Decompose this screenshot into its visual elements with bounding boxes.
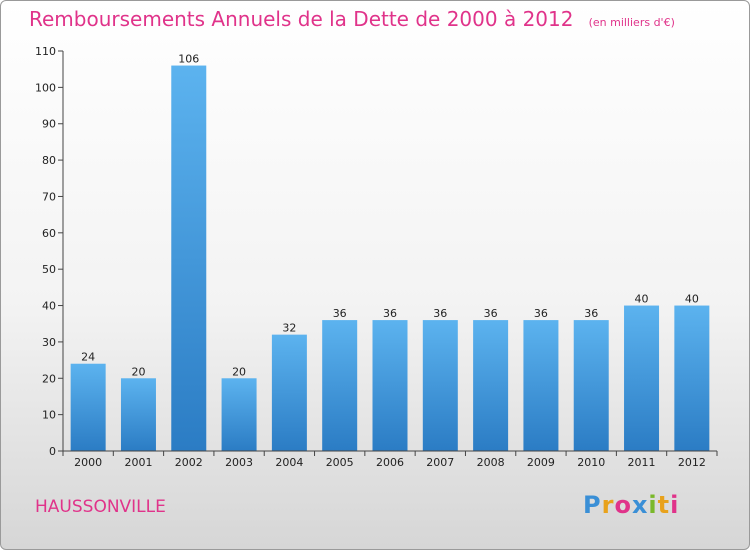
chart-title-row: Remboursements Annuels de la Dette de 20… (29, 7, 675, 31)
bar-value-label: 40 (685, 293, 699, 306)
bar-value-label: 36 (584, 307, 598, 320)
bars: 24 20 106 20 32 36 36 36 36 36 36 40 40 (70, 53, 710, 451)
logo-letter: x (631, 491, 649, 519)
bar (322, 320, 358, 451)
bar-value-label: 40 (635, 293, 649, 306)
y-tick-label: 50 (42, 263, 56, 276)
bar-value-label: 106 (178, 53, 199, 66)
bar-value-label: 32 (282, 322, 296, 335)
x-tick-label: 2001 (124, 456, 152, 469)
x-tick-label: 2000 (74, 456, 102, 469)
x-tick-label: 2006 (376, 456, 404, 469)
x-tick-label: 2002 (175, 456, 203, 469)
y-axis: 0 10 20 30 40 50 60 70 80 90 100 110 (35, 45, 64, 458)
bar (422, 320, 458, 451)
y-tick-label: 40 (42, 300, 56, 313)
bar (674, 305, 710, 451)
x-tick-label: 2009 (527, 456, 555, 469)
bar (271, 334, 307, 451)
bar (171, 65, 207, 451)
bar-value-label: 36 (433, 307, 447, 320)
y-tick-label: 0 (49, 445, 56, 458)
bar-value-label: 20 (232, 365, 246, 378)
logo-letter: i (648, 491, 658, 519)
y-tick-label: 110 (35, 45, 56, 58)
bar (473, 320, 509, 451)
x-axis: 2000 2001 2002 2003 2004 2005 2006 2007 2008 2009… (62, 450, 718, 469)
bar-value-label: 36 (333, 307, 347, 320)
y-tick-label: 70 (42, 190, 56, 203)
logo-letter: i (670, 491, 680, 519)
x-tick-label: 2004 (275, 456, 303, 469)
bar (372, 320, 408, 451)
logo-letter: r (601, 491, 615, 519)
bar (523, 320, 559, 451)
bar (221, 378, 257, 451)
bar-value-label: 20 (131, 365, 145, 378)
bar-value-label: 36 (383, 307, 397, 320)
y-tick-label: 80 (42, 154, 56, 167)
chart-title: Remboursements Annuels de la Dette de 20… (29, 7, 574, 31)
logo-letter: o (614, 491, 632, 519)
x-tick-label: 2011 (628, 456, 656, 469)
y-tick-label: 10 (42, 409, 56, 422)
y-tick-label: 30 (42, 336, 56, 349)
x-tick-label: 2008 (477, 456, 505, 469)
x-tick-label: 2005 (326, 456, 354, 469)
bar (120, 378, 156, 451)
bar-value-label: 36 (484, 307, 498, 320)
x-tick-label: 2003 (225, 456, 253, 469)
chart-subtitle: (en milliers d'€) (588, 16, 675, 29)
bar-value-label: 24 (81, 351, 95, 364)
logo-letter: t (657, 491, 671, 519)
place-name: HAUSSONVILLE (35, 497, 166, 517)
bar (70, 363, 106, 451)
proxiti-logo: Proxiti (583, 491, 679, 519)
y-tick-label: 90 (42, 118, 56, 131)
logo-letter: P (583, 491, 602, 519)
y-tick-label: 60 (42, 227, 56, 240)
bar (573, 320, 609, 451)
bar-value-label: 36 (534, 307, 548, 320)
x-tick-label: 2012 (678, 456, 706, 469)
y-tick-label: 20 (42, 372, 56, 385)
y-tick-label: 100 (35, 81, 56, 94)
x-tick-label: 2010 (577, 456, 605, 469)
x-tick-label: 2007 (426, 456, 454, 469)
bar (624, 305, 660, 451)
